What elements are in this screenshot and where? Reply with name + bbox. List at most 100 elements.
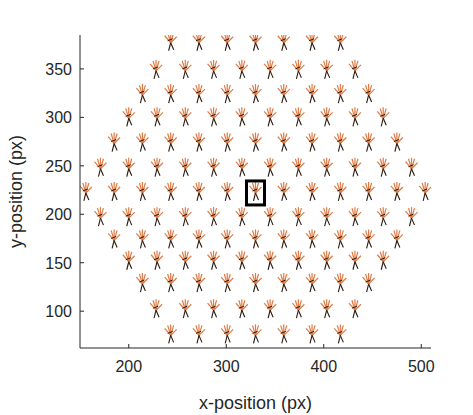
glyph-limb bbox=[139, 280, 144, 282]
point-glyph bbox=[377, 207, 389, 226]
point-glyph bbox=[278, 229, 290, 248]
point-glyph bbox=[193, 324, 205, 343]
point-glyph bbox=[264, 207, 276, 226]
point-glyph bbox=[136, 133, 148, 152]
glyph-limb bbox=[281, 331, 286, 333]
glyph-limb bbox=[240, 218, 242, 226]
glyph-limb bbox=[397, 234, 403, 240]
y-tick-label: 150 bbox=[45, 255, 72, 272]
glyph-limb bbox=[253, 274, 256, 284]
glyph-limb bbox=[282, 43, 284, 51]
glyph-limb bbox=[154, 258, 159, 260]
point-glyph bbox=[193, 182, 205, 201]
glyph-limb bbox=[367, 240, 369, 248]
glyph-limb bbox=[284, 240, 287, 247]
glyph-limb bbox=[196, 325, 199, 335]
glyph-limb bbox=[352, 258, 357, 260]
glyph-limb bbox=[171, 144, 174, 151]
glyph-limb bbox=[114, 193, 117, 200]
glyph-limb bbox=[211, 108, 214, 118]
glyph-limb bbox=[268, 262, 270, 270]
glyph-limb bbox=[256, 43, 259, 50]
glyph-limb bbox=[139, 183, 142, 193]
glyph-limb bbox=[254, 240, 256, 248]
glyph-limb bbox=[196, 230, 199, 240]
glyph-limb bbox=[327, 112, 333, 118]
x-tick bbox=[323, 344, 324, 348]
glyph-limb bbox=[324, 114, 329, 116]
glyph-limb bbox=[352, 61, 355, 71]
glyph-limb bbox=[214, 112, 220, 118]
point-glyph bbox=[179, 60, 191, 79]
glyph-limb bbox=[185, 112, 191, 118]
point-glyph bbox=[193, 133, 205, 152]
glyph-limb bbox=[224, 236, 229, 238]
glyph-limb bbox=[267, 61, 270, 71]
glyph-limb bbox=[295, 108, 298, 118]
glyph-limb bbox=[182, 61, 185, 71]
glyph-limb bbox=[337, 183, 340, 193]
glyph-limb bbox=[353, 262, 355, 270]
glyph-limb bbox=[142, 95, 145, 102]
glyph-limb bbox=[214, 163, 220, 169]
glyph-limb bbox=[394, 230, 397, 240]
glyph-limb bbox=[111, 189, 116, 191]
glyph-limb bbox=[225, 284, 227, 292]
point-glyph bbox=[136, 182, 148, 201]
glyph-limb bbox=[197, 95, 199, 103]
glyph-limb bbox=[224, 331, 229, 333]
glyph-limb bbox=[327, 169, 330, 176]
glyph-limb bbox=[296, 310, 298, 318]
glyph-limb bbox=[327, 262, 330, 269]
glyph-limb bbox=[211, 252, 214, 262]
glyph-limb bbox=[253, 183, 256, 193]
glyph-limb bbox=[325, 262, 327, 270]
glyph-limb bbox=[325, 71, 327, 79]
point-glyph bbox=[278, 273, 290, 292]
glyph-limb bbox=[355, 218, 358, 225]
glyph-limb bbox=[154, 71, 156, 79]
glyph-limb bbox=[126, 159, 129, 169]
point-glyph bbox=[250, 229, 262, 248]
glyph-limb bbox=[126, 258, 131, 260]
glyph-limb bbox=[185, 65, 191, 71]
glyph-limb bbox=[196, 280, 201, 282]
glyph-limb bbox=[155, 262, 157, 270]
glyph-limb bbox=[139, 85, 142, 95]
point-glyph bbox=[349, 158, 361, 177]
glyph-limb bbox=[100, 212, 106, 218]
glyph-limb bbox=[169, 193, 171, 201]
point-glyph bbox=[123, 207, 135, 226]
glyph-limb bbox=[182, 252, 185, 262]
glyph-limb bbox=[324, 61, 327, 71]
glyph-limb bbox=[168, 189, 173, 191]
glyph-limb bbox=[171, 329, 177, 335]
glyph-limb bbox=[171, 37, 177, 43]
glyph-limb bbox=[298, 310, 301, 317]
glyph-limb bbox=[154, 214, 159, 216]
glyph-limb bbox=[242, 118, 245, 125]
glyph-limb bbox=[214, 218, 217, 225]
glyph-limb bbox=[412, 163, 418, 169]
glyph-limb bbox=[196, 183, 199, 193]
glyph-limb bbox=[126, 114, 131, 116]
glyph-limb bbox=[126, 165, 131, 167]
glyph-limb bbox=[256, 193, 259, 200]
glyph-limb bbox=[156, 65, 162, 71]
glyph-limb bbox=[268, 169, 270, 177]
glyph-limb bbox=[295, 61, 298, 71]
glyph-limb bbox=[224, 274, 227, 284]
glyph-limb bbox=[253, 280, 258, 282]
glyph-limb bbox=[383, 118, 386, 125]
points bbox=[80, 35, 431, 343]
point-glyph bbox=[179, 251, 191, 270]
glyph-limb bbox=[282, 335, 284, 343]
glyph-limb bbox=[381, 169, 383, 177]
glyph-limb bbox=[380, 114, 385, 116]
glyph-limb bbox=[369, 138, 375, 144]
point-glyph bbox=[108, 229, 120, 248]
glyph-limb bbox=[352, 114, 357, 116]
glyph-limb bbox=[140, 284, 142, 292]
point-glyph bbox=[108, 182, 120, 201]
glyph-limb bbox=[337, 35, 340, 43]
